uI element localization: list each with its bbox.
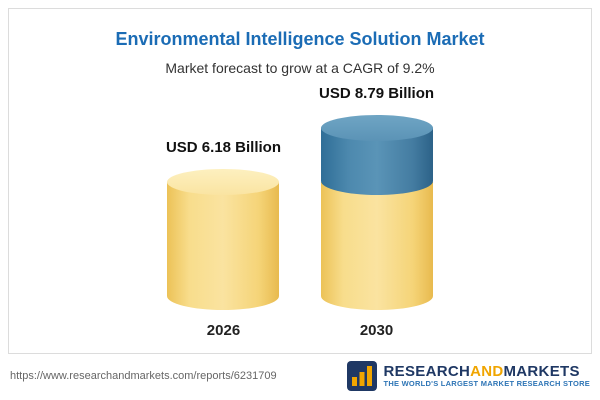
bar-value-2030: USD 8.79 Billion [319, 85, 435, 102]
bar-segment-2026 [167, 169, 280, 310]
logo-text: RESEARCHANDMARKETS THE WORLD'S LARGEST M… [384, 363, 590, 389]
research-and-markets-logo: RESEARCHANDMARKETS THE WORLD'S LARGEST M… [346, 361, 590, 391]
logo-word-markets: MARKETS [503, 363, 580, 381]
cylinder-top-2030 [320, 115, 433, 141]
chart-card: Environmental Intelligence Solution Mark… [8, 8, 592, 354]
bar-segment-2030-growth [320, 115, 433, 195]
bar-2026: USD 6.18 Billion 2026 [166, 139, 281, 339]
bars-row: USD 6.18 Billion 2026 USD 8.79 Billion 2… [166, 85, 434, 339]
logo-wordmark: RESEARCHANDMARKETS [384, 363, 580, 380]
bar-cylinder-2030 [320, 114, 433, 310]
bar-value-2026: USD 6.18 Billion [165, 139, 281, 156]
chart-title: Environmental Intelligence Solution Mark… [115, 29, 485, 49]
report-url-link[interactable]: https://www.researchandmarkets.com/repor… [10, 370, 277, 382]
randm-logo-icon [346, 361, 377, 391]
bar-cylinder-2026 [167, 168, 280, 310]
logo-word-and: AND [470, 363, 504, 381]
footer: https://www.researchandmarkets.com/repor… [0, 356, 600, 400]
bar-2030: USD 8.79 Billion 2030 [319, 85, 434, 339]
bar-label-2026: 2026 [206, 322, 241, 339]
logo-tagline: THE WORLD'S LARGEST MARKET RESEARCH STOR… [383, 379, 590, 389]
cylinder-top-2026 [167, 169, 280, 195]
chart-subtitle: Market forecast to grow at a CAGR of 9.2… [165, 60, 435, 76]
bar-label-2030: 2030 [359, 322, 394, 339]
logo-word-research: RESEARCH [383, 363, 471, 381]
bar-segment-2030-base [320, 182, 433, 310]
